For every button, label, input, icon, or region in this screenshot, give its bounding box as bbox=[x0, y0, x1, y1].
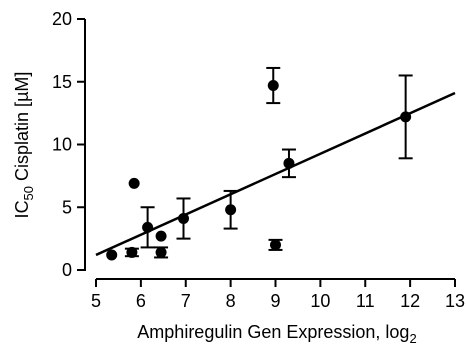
x-tick-label: 8 bbox=[226, 291, 236, 311]
error-bars bbox=[124, 66, 413, 259]
y-axis-title-rest: Cisplatin [µM] bbox=[12, 72, 32, 186]
data-point bbox=[142, 221, 154, 233]
data-point bbox=[178, 213, 190, 225]
y-tick-label: 0 bbox=[62, 260, 72, 280]
y-tick-label: 15 bbox=[52, 72, 72, 92]
y-tick-label: 20 bbox=[52, 9, 72, 29]
data-point bbox=[155, 230, 167, 242]
x-tick-label: 11 bbox=[356, 291, 375, 311]
data-point bbox=[283, 157, 295, 169]
x-tick-label: 12 bbox=[400, 291, 420, 311]
data-point bbox=[128, 177, 140, 189]
x-axis-title: Amphiregulin Gen Expression, log2 bbox=[137, 322, 416, 346]
x-tick-label: 9 bbox=[270, 291, 280, 311]
x-tick-label: 6 bbox=[136, 291, 146, 311]
y-tick-label: 5 bbox=[62, 197, 72, 217]
x-tick-label: 7 bbox=[181, 291, 191, 311]
x-tick-label: 10 bbox=[310, 291, 330, 311]
regression-line bbox=[95, 91, 456, 257]
y-axis-title-subscript: 50 bbox=[21, 186, 36, 200]
data-point bbox=[155, 246, 167, 258]
data-point bbox=[267, 80, 279, 92]
y-tick-label: 10 bbox=[52, 135, 72, 155]
x-axis-title-subscript: 2 bbox=[409, 331, 416, 346]
data-point bbox=[126, 246, 138, 258]
data-point bbox=[400, 111, 412, 123]
data-points bbox=[106, 80, 412, 261]
y-axis-title-main: IC bbox=[12, 200, 32, 218]
x-tick-label: 13 bbox=[445, 291, 465, 311]
data-point bbox=[225, 204, 237, 216]
x-axis-title-main: Amphiregulin Gen Expression, log bbox=[137, 322, 409, 342]
x-tick-label: 5 bbox=[91, 291, 101, 311]
data-point bbox=[106, 249, 118, 261]
data-point bbox=[270, 239, 281, 251]
y-axis-title: IC50 Cisplatin [µM] bbox=[12, 72, 36, 219]
fit-line-group bbox=[95, 91, 456, 257]
